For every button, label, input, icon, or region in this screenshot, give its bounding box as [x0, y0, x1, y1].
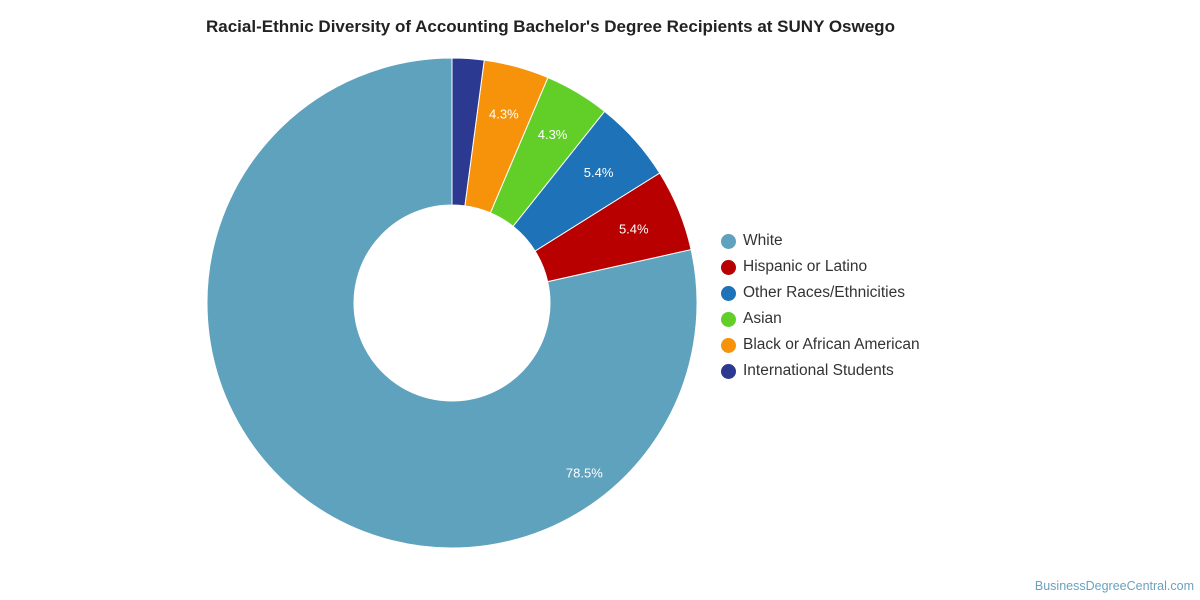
data-label-hispanic-or-latino: 5.4% — [619, 221, 649, 236]
slice-white[interactable] — [206, 57, 698, 549]
legend-swatch-icon — [721, 311, 736, 327]
legend-label: Hispanic or Latino — [743, 258, 868, 275]
source-credit[interactable]: BusinessDegreeCentral.com — [1034, 579, 1194, 593]
legend-label: White — [743, 232, 783, 249]
legend-item-black-or-african-american[interactable]: Black or African American — [721, 332, 920, 358]
legend-label: Black or African American — [743, 336, 920, 353]
legend-swatch-icon — [721, 259, 736, 275]
legend-item-asian[interactable]: Asian — [721, 306, 920, 332]
legend-swatch-icon — [721, 337, 736, 353]
data-label-asian: 4.3% — [538, 127, 568, 142]
legend-swatch-icon — [721, 363, 736, 379]
data-label-black-or-african-american: 4.3% — [489, 106, 519, 121]
legend-label: Asian — [743, 310, 782, 327]
data-label-white: 78.5% — [566, 465, 603, 480]
legend-item-hispanic-or-latino[interactable]: Hispanic or Latino — [721, 254, 920, 280]
legend-item-international-students[interactable]: International Students — [721, 358, 920, 384]
legend-swatch-icon — [721, 233, 736, 249]
legend-swatch-icon — [721, 285, 736, 301]
chart-title: Racial-Ethnic Diversity of Accounting Ba… — [206, 17, 895, 36]
legend-label: Other Races/Ethnicities — [743, 284, 905, 301]
legend-item-white[interactable]: White — [721, 228, 920, 254]
chart-legend: White Hispanic or Latino Other Races/Ethni… — [721, 228, 920, 384]
slice-international-students[interactable] — [451, 57, 485, 207]
legend-label: International Students — [743, 362, 894, 379]
data-label-other-races-ethnicities: 5.4% — [584, 165, 614, 180]
legend-item-other-races-ethnicities[interactable]: Other Races/Ethnicities — [721, 280, 920, 306]
